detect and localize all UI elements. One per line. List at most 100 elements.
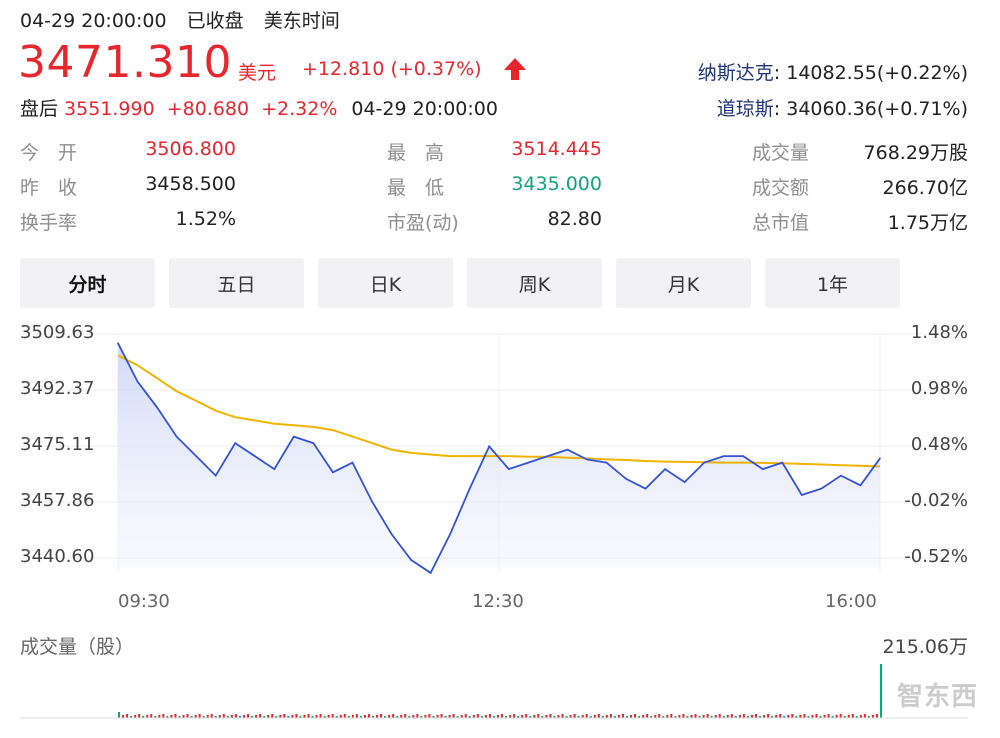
price-point [781, 461, 784, 464]
volume-bar [158, 715, 161, 718]
volume-bar [396, 716, 399, 718]
volume-bar [867, 716, 870, 718]
volume-bar [771, 716, 774, 718]
timezone: 美东时间 [263, 10, 340, 32]
price-point [527, 461, 530, 464]
price-point [449, 533, 451, 535]
volume-bar [194, 715, 197, 718]
index-value: : 34060.36(+0.71%) [773, 98, 968, 120]
price-point [566, 448, 569, 451]
price-point [429, 572, 432, 574]
volume-bar [678, 715, 681, 718]
volume-bar [505, 716, 508, 718]
volume-bar [251, 716, 254, 718]
stat-value-volume: 768.29万股 [863, 142, 968, 164]
volume-bar [202, 716, 205, 718]
volume-bar [710, 716, 713, 718]
price-point [214, 474, 217, 477]
volume-bar [484, 715, 487, 718]
volume-bar [472, 715, 475, 718]
stat-value-high: 3514.445 [511, 138, 602, 160]
volume-bar [843, 716, 846, 718]
price-point [410, 559, 412, 561]
volume-bar [118, 712, 120, 718]
volume-bar [783, 716, 786, 718]
volume-bar [621, 714, 624, 718]
volume-bar [122, 715, 125, 718]
price-point [117, 342, 119, 344]
volume-bar [662, 716, 665, 718]
volume-bar [702, 715, 705, 718]
volume-bar [880, 664, 882, 718]
tab-one-year[interactable]: 1年 [765, 258, 900, 308]
tab-weekly-k[interactable]: 周K [467, 258, 602, 308]
volume-bar [646, 714, 649, 718]
volume-bar [452, 714, 455, 718]
index-value: : 14082.55(+0.22%) [773, 62, 968, 84]
volume-bar [460, 715, 463, 718]
tab-daily-k[interactable]: 日K [318, 258, 453, 308]
watermark-logo: 智东西 [896, 682, 978, 712]
volume-bar [432, 716, 435, 718]
volume-bar [811, 715, 814, 718]
volume-bar [206, 715, 209, 718]
volume-bar [537, 714, 540, 718]
volume-bar [517, 716, 520, 718]
volume-bar [839, 714, 842, 718]
tab-intraday[interactable]: 分时 [20, 258, 155, 308]
volume-bar [533, 715, 536, 718]
price-point [879, 457, 881, 460]
volume-bar [242, 715, 245, 718]
tab-five-day[interactable]: 五日 [169, 258, 304, 308]
price-point [156, 406, 158, 409]
intraday-chart[interactable] [0, 320, 1000, 620]
volume-bar [335, 716, 338, 718]
volume-bar [174, 714, 177, 718]
volume-bar [424, 715, 427, 718]
volume-bar [488, 714, 491, 718]
volume-bar [609, 714, 612, 718]
stat-value-prev-close: 3458.500 [145, 173, 236, 195]
volume-bar [617, 715, 620, 718]
last-price: 3471.310 [18, 37, 232, 88]
volume-bar [186, 714, 189, 718]
index-dow[interactable]: 道琼斯: 34060.36(+0.71%) [717, 94, 968, 121]
volume-bar [166, 716, 169, 718]
volume-bar [230, 715, 233, 718]
volume-bar [799, 715, 802, 718]
price-point [801, 494, 803, 496]
tab-monthly-k[interactable]: 月K [616, 258, 751, 308]
volume-bar [577, 716, 580, 718]
volume-bar [126, 714, 129, 718]
volume-bar [367, 714, 370, 718]
index-name: 道琼斯 [716, 98, 774, 120]
volume-bar [339, 715, 342, 718]
volume-bar [222, 714, 225, 718]
volume-bar [541, 716, 544, 718]
index-nasdaq[interactable]: 纳斯达克: 14082.55(+0.22%) [698, 58, 968, 85]
volume-bar [557, 715, 560, 718]
stat-label-turnover-rate: 换手率 [20, 212, 78, 234]
volume-bar [626, 716, 628, 718]
volume-bar [791, 714, 794, 718]
market-status: 已收盘 [186, 10, 244, 32]
volume-bar [331, 714, 334, 718]
price-point [742, 455, 745, 457]
y-tick-left: 3457.86 [20, 490, 95, 511]
volume-bar [271, 714, 274, 718]
price-point [820, 487, 823, 490]
volume-bar [855, 716, 858, 718]
volume-chart[interactable] [0, 640, 1000, 730]
y-tick-left: 3492.37 [20, 378, 95, 399]
volume-bar [279, 715, 282, 718]
volume-bar [392, 714, 395, 718]
volume-bar [428, 714, 431, 718]
volume-bar [718, 714, 721, 718]
volume-bar [363, 715, 366, 718]
volume-bar [714, 715, 717, 718]
price-point [586, 458, 588, 461]
volume-bar [823, 715, 826, 718]
volume-bar [553, 716, 556, 718]
volume-bar [863, 714, 866, 718]
stat-label-open: 今 开 [20, 142, 78, 164]
